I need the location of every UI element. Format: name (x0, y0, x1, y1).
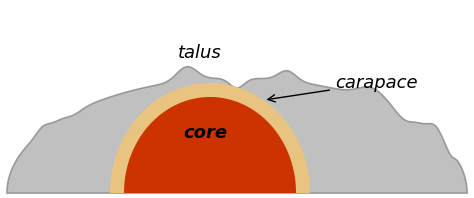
Text: core: core (183, 124, 227, 142)
Text: talus: talus (178, 44, 222, 62)
Polygon shape (124, 97, 296, 193)
Text: carapace: carapace (268, 74, 418, 102)
Polygon shape (7, 67, 467, 193)
Polygon shape (110, 83, 310, 193)
